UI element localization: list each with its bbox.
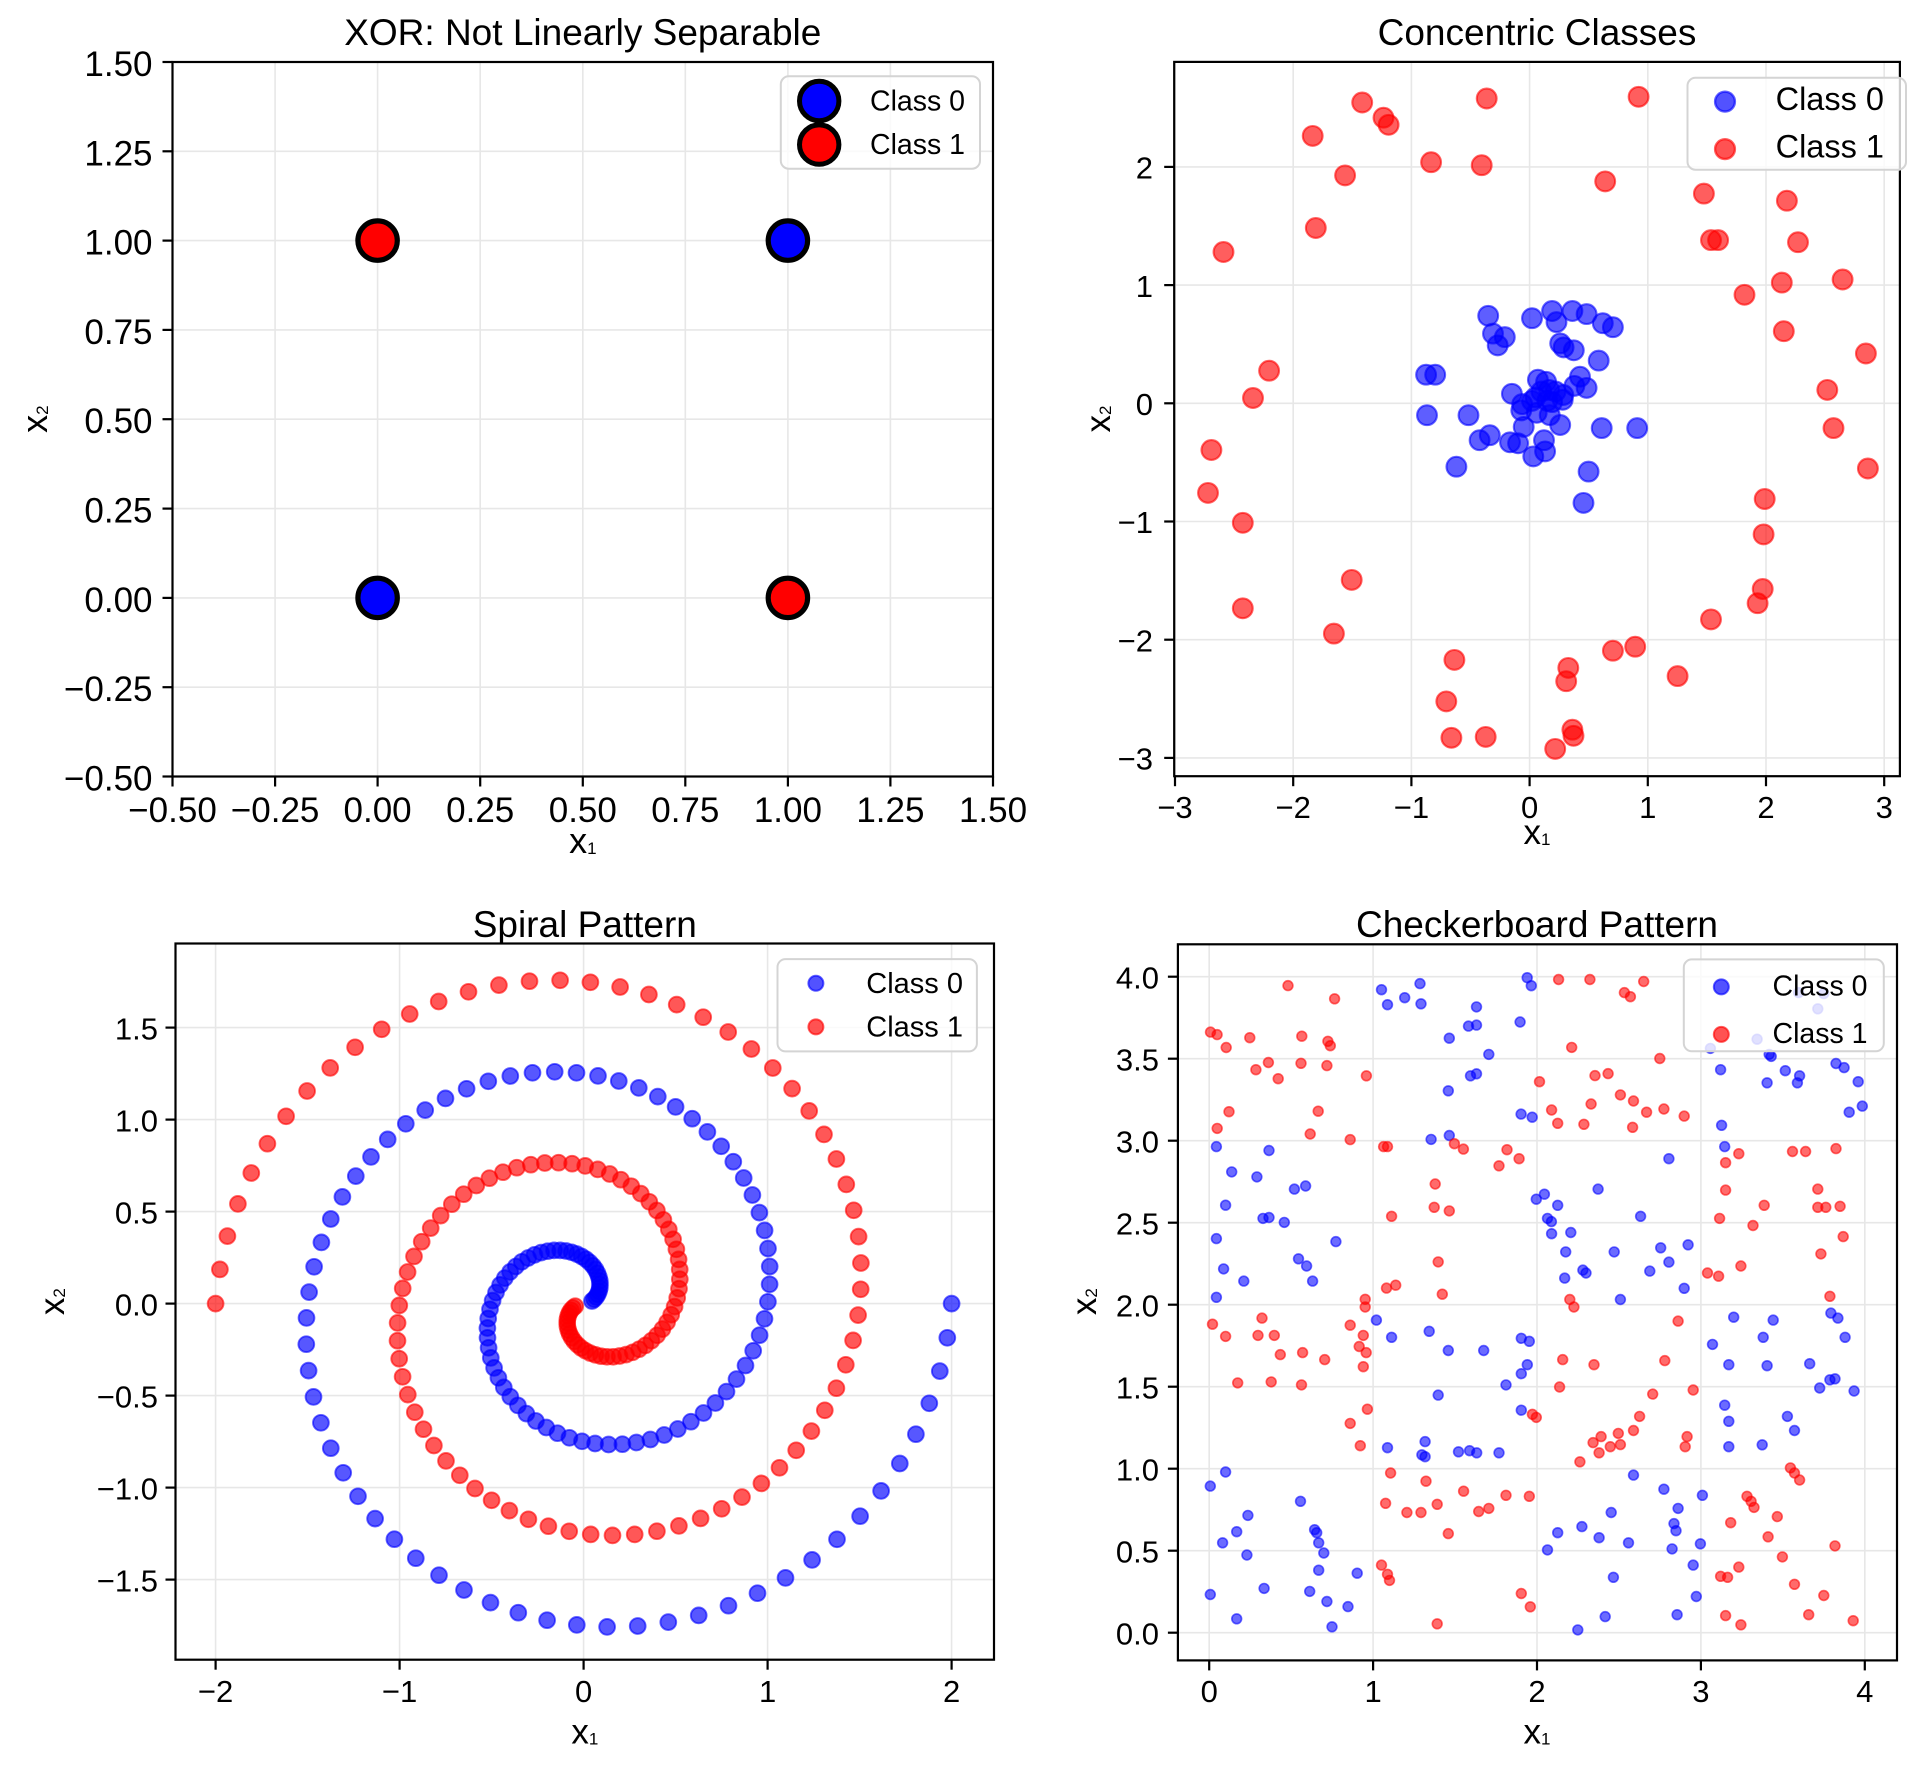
svg-text:1: 1: [1639, 790, 1656, 825]
svg-text:Class 1: Class 1: [1776, 129, 1884, 165]
svg-text:3: 3: [1876, 790, 1893, 825]
svg-text:−3: −3: [1157, 790, 1192, 825]
svg-text:0.0: 0.0: [1116, 1616, 1159, 1651]
svg-text:2: 2: [943, 1674, 960, 1709]
svg-text:−1: −1: [1118, 505, 1153, 540]
svg-text:0.00: 0.00: [344, 791, 412, 830]
svg-text:2: 2: [1757, 790, 1774, 825]
svg-text:XOR: Not Linearly Separable: XOR: Not Linearly Separable: [344, 12, 821, 53]
svg-text:−0.25: −0.25: [231, 791, 320, 830]
svg-text:−3: −3: [1118, 742, 1153, 777]
svg-text:Class 0: Class 0: [870, 86, 965, 118]
svg-text:1.25: 1.25: [856, 791, 924, 830]
svg-text:0: 0: [1136, 387, 1153, 422]
svg-text:2.0: 2.0: [1116, 1288, 1159, 1323]
svg-text:0.00: 0.00: [84, 581, 152, 620]
svg-text:−2: −2: [1118, 623, 1153, 658]
svg-text:1.5: 1.5: [1116, 1370, 1159, 1405]
svg-text:−1.0: −1.0: [97, 1471, 158, 1506]
svg-text:1.00: 1.00: [754, 791, 822, 830]
svg-text:2: 2: [1136, 151, 1153, 186]
svg-text:0.5: 0.5: [115, 1195, 158, 1230]
svg-text:−0.25: −0.25: [64, 670, 153, 709]
svg-text:−1.5: −1.5: [97, 1563, 158, 1598]
svg-text:Class 0: Class 0: [1776, 81, 1884, 117]
svg-text:4: 4: [1856, 1674, 1873, 1709]
svg-text:0.25: 0.25: [84, 492, 152, 531]
svg-text:−2: −2: [1276, 790, 1311, 825]
svg-text:1.5: 1.5: [115, 1011, 158, 1046]
svg-text:1.50: 1.50: [959, 791, 1027, 830]
svg-text:2: 2: [1528, 1674, 1545, 1709]
svg-text:Class 0: Class 0: [1773, 970, 1868, 1002]
svg-text:−0.5: −0.5: [97, 1379, 158, 1414]
svg-text:−2: −2: [198, 1674, 233, 1709]
svg-text:2.5: 2.5: [1116, 1206, 1159, 1241]
svg-text:1.0: 1.0: [115, 1103, 158, 1138]
svg-text:Class 0: Class 0: [866, 968, 963, 1000]
svg-text:3: 3: [1692, 1674, 1709, 1709]
svg-text:0.75: 0.75: [84, 313, 152, 352]
svg-text:0: 0: [1521, 790, 1538, 825]
svg-text:3.5: 3.5: [1116, 1042, 1159, 1077]
svg-text:1.50: 1.50: [84, 45, 152, 84]
svg-text:0.0: 0.0: [115, 1287, 158, 1322]
svg-text:−0.50: −0.50: [128, 791, 217, 830]
svg-text:3.0: 3.0: [1116, 1124, 1159, 1159]
svg-text:0.25: 0.25: [446, 791, 514, 830]
svg-text:Class 1: Class 1: [866, 1011, 963, 1043]
svg-text:0.50: 0.50: [84, 402, 152, 441]
svg-text:−1: −1: [382, 1674, 417, 1709]
svg-text:0: 0: [575, 1674, 592, 1709]
svg-text:Concentric Classes: Concentric Classes: [1378, 12, 1697, 53]
svg-text:0: 0: [1201, 1674, 1218, 1709]
svg-text:Checkerboard Pattern: Checkerboard Pattern: [1356, 904, 1718, 945]
svg-text:1.25: 1.25: [84, 134, 152, 173]
svg-text:Class 1: Class 1: [1773, 1018, 1868, 1050]
svg-text:0.75: 0.75: [651, 791, 719, 830]
svg-text:1.0: 1.0: [1116, 1452, 1159, 1487]
svg-text:Class 1: Class 1: [870, 129, 965, 161]
svg-text:−0.50: −0.50: [64, 760, 153, 799]
svg-text:1.00: 1.00: [84, 224, 152, 263]
svg-text:Spiral Pattern: Spiral Pattern: [473, 904, 697, 945]
svg-text:1: 1: [1136, 269, 1153, 304]
svg-text:1: 1: [1364, 1674, 1381, 1709]
svg-text:4.0: 4.0: [1116, 960, 1159, 995]
svg-text:−1: −1: [1394, 790, 1429, 825]
svg-text:0.50: 0.50: [549, 791, 617, 830]
svg-text:0.5: 0.5: [1116, 1534, 1159, 1569]
svg-text:1: 1: [759, 1674, 776, 1709]
